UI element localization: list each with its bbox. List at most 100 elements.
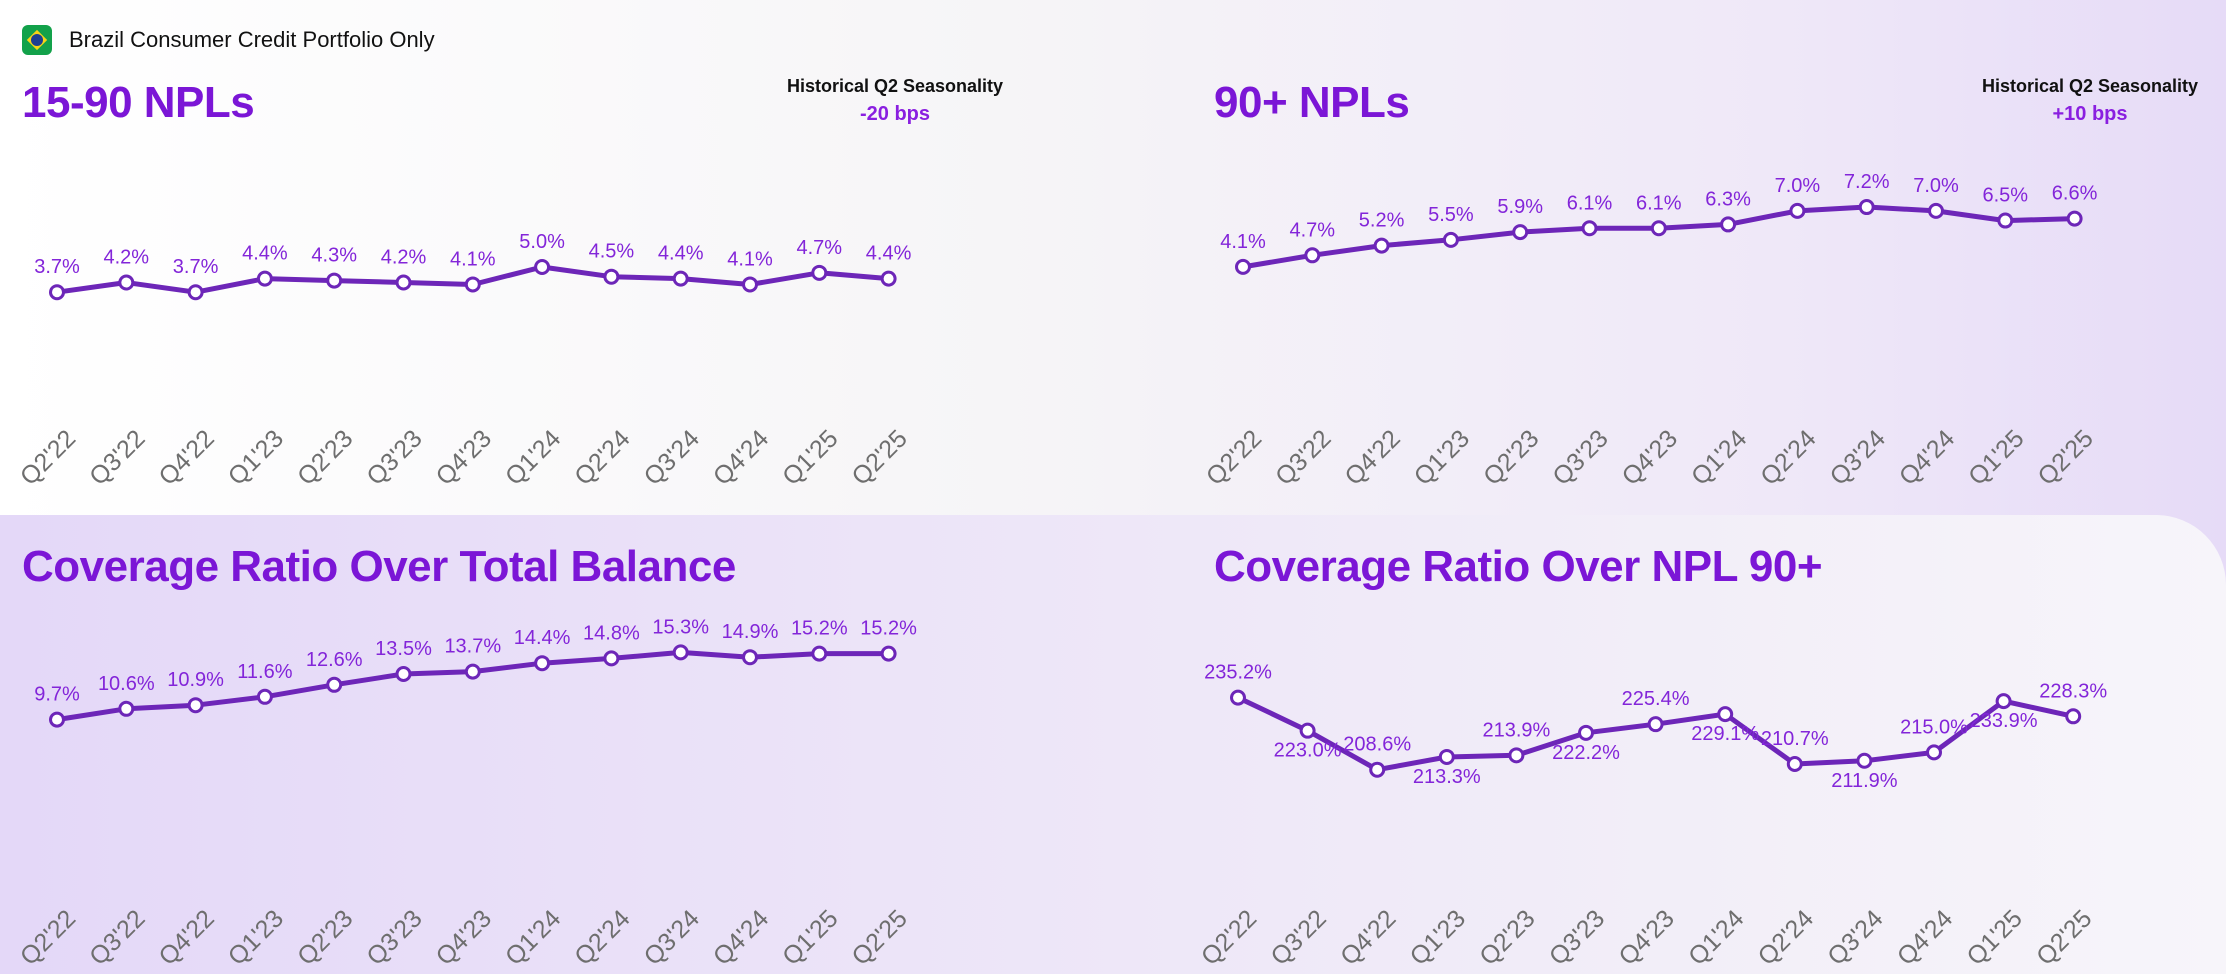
npl_15_90-data-label: 4.1% (727, 248, 773, 270)
coverage_total-point-Q2'25 (880, 645, 897, 662)
coverage_total-data-label: 14.9% (722, 621, 779, 643)
coverage_total-data-label: 11.6% (237, 661, 292, 683)
seasonality-value: +10 bps (2052, 103, 2128, 125)
coverage_npl90-data-label: 222.2% (1552, 742, 1620, 764)
coverage_npl90-point-Q1'25 (1995, 693, 2012, 710)
coverage_npl90-point-Q4'23 (1647, 716, 1664, 733)
coverage_npl90-tick-label: Q1'23 (1405, 904, 1471, 970)
seasonality-label: Historical Q2 Seasonality (1981, 76, 2199, 96)
coverage_npl90-point-Q2'25 (2065, 708, 2082, 725)
coverage_npl90-point-Q2'23 (1508, 747, 1525, 764)
coverage_npl90-point-Q2'24 (1786, 756, 1803, 773)
coverage_total-data-label: 15.2% (791, 618, 848, 640)
coverage_npl90-tick-label: Q3'24 (1822, 904, 1888, 970)
coverage_npl90-tick-label: Q2'24 (1753, 904, 1819, 970)
coverage_npl90-data-label: 215.0% (1900, 716, 1968, 738)
npl_90-data-label: 7.2% (1844, 171, 1890, 193)
coverage_npl90-tick-label: Q4'23 (1613, 904, 1679, 970)
npl_15_90-point-Q1'25 (811, 264, 828, 281)
npl_15_90-point-Q1'24 (534, 259, 551, 275)
coverage_npl90-tick-label: Q1'25 (1961, 904, 2027, 970)
npl_90-point-Q4'24 (1928, 202, 1944, 219)
coverage_npl90-data-label: 223.0% (1274, 740, 1342, 762)
coverage_npl90-data-label: 210.7% (1761, 728, 1829, 750)
coverage_npl90-point-Q1'23 (1438, 748, 1455, 765)
coverage_npl90-data-label: 229.1% (1691, 723, 1759, 745)
npl_90-point-Q1'25 (1997, 212, 2014, 229)
npl_90-point-Q2'22 (1235, 258, 1251, 275)
coverage-total-title: Coverage Ratio Over Total Balance (22, 542, 736, 591)
npl_15_90-data-label: 4.4% (866, 243, 912, 265)
npl_90-point-Q4'22 (1373, 237, 1390, 254)
npl_15_90-data-label: 4.7% (797, 237, 843, 259)
npl_90-data-label: 4.1% (1220, 231, 1266, 253)
coverage_total-data-label: 14.8% (583, 622, 640, 644)
coverage_npl90-data-label: 235.2% (1204, 662, 1272, 684)
npl_15_90-data-label: 4.2% (381, 247, 427, 269)
npl_90-point-Q1'24 (1720, 216, 1737, 233)
coverage_npl90-tick-label: Q3'23 (1544, 904, 1610, 970)
npl_90-point-Q2'25 (2066, 210, 2083, 227)
npl_90-data-label: 7.0% (1775, 175, 1821, 197)
seasonality-label: Historical Q2 Seasonality (786, 76, 1004, 96)
coverage_total-point-Q2'23 (326, 676, 343, 693)
npl_15_90-point-Q4'24 (742, 276, 758, 293)
npl_15_90-point-Q4'22 (187, 284, 204, 301)
npl_15_90-point-Q3'23 (395, 274, 412, 291)
coverage_total-data-label: 14.4% (514, 627, 571, 649)
coverage_npl90-tick-label: Q3'22 (1265, 904, 1331, 970)
coverage_total-point-Q4'22 (187, 697, 204, 714)
npl_90-data-label: 7.0% (1913, 175, 1959, 197)
npl-90-seasonality: Historical Q2 Seasonality +10 bps (1978, 76, 2202, 126)
coverage_total-point-Q1'23 (256, 688, 273, 705)
npl_90-point-Q4'23 (1650, 220, 1667, 237)
coverage_npl90-data-label: 213.3% (1413, 766, 1481, 788)
coverage_total-point-Q2'22 (49, 711, 65, 728)
coverage_total-point-Q4'23 (464, 663, 481, 680)
npl_15_90-point-Q4'23 (464, 276, 481, 293)
coverage_total-data-label: 15.3% (652, 616, 709, 638)
npl_15_90-data-label: 4.4% (658, 243, 704, 265)
coverage_total-point-Q2'24 (603, 650, 620, 667)
npl_90-data-label: 4.7% (1290, 219, 1336, 241)
coverage_npl90-tick-label: Q1'24 (1683, 904, 1749, 970)
npl_90-point-Q3'24 (1858, 199, 1875, 216)
npl-90-title: 90+ NPLs (1214, 78, 1410, 127)
npl_90-point-Q2'24 (1789, 202, 1806, 219)
coverage_total-point-Q3'24 (672, 644, 689, 661)
npl_15_90-point-Q3'22 (118, 274, 135, 291)
coverage_npl90-tick-label: Q2'23 (1474, 904, 1540, 970)
coverage_total-point-Q4'24 (742, 649, 758, 666)
npl_90-data-label: 6.1% (1567, 192, 1613, 214)
coverage_npl90-data-label: 208.6% (1343, 734, 1411, 756)
coverage_npl90-point-Q1'24 (1717, 706, 1734, 723)
coverage_npl90-data-label: 233.9% (1970, 710, 2038, 732)
coverage_npl90-tick-label: Q2'22 (1196, 904, 1262, 970)
coverage_npl90-tick-label: Q4'22 (1335, 904, 1401, 970)
npl_90-point-Q3'22 (1304, 247, 1321, 264)
npl_15_90-data-label: 5.0% (519, 231, 565, 253)
coverage_total-data-label: 13.5% (375, 638, 432, 660)
coverage_npl90-point-Q2'22 (1230, 689, 1246, 706)
npl_15_90-point-Q2'25 (880, 270, 897, 287)
npl_15_90-point-Q3'24 (672, 270, 689, 287)
npl-15-90-title: 15-90 NPLs (22, 78, 255, 127)
coverage_npl90-point-Q3'22 (1299, 722, 1316, 739)
npl_90-point-Q3'23 (1581, 220, 1598, 237)
npl_90-data-label: 6.5% (1983, 185, 2029, 207)
coverage_npl90-data-label: 228.3% (2039, 680, 2107, 702)
npl_15_90-data-label: 3.7% (34, 256, 80, 278)
npl_15_90-point-Q1'23 (256, 270, 273, 287)
coverage_npl90-point-Q4'22 (1369, 761, 1386, 778)
coverage_npl90-point-Q3'24 (1856, 752, 1873, 769)
coverage_total-point-Q1'24 (534, 655, 551, 672)
coverage_total-data-label: 9.7% (34, 684, 80, 706)
coverage_npl90-data-label: 213.9% (1482, 719, 1550, 741)
coverage-section-background (0, 515, 2226, 974)
npl_15_90-data-label: 3.7% (173, 256, 219, 278)
npl_90-data-label: 5.5% (1428, 204, 1474, 226)
coverage_npl90-data-label: 225.4% (1622, 688, 1690, 710)
